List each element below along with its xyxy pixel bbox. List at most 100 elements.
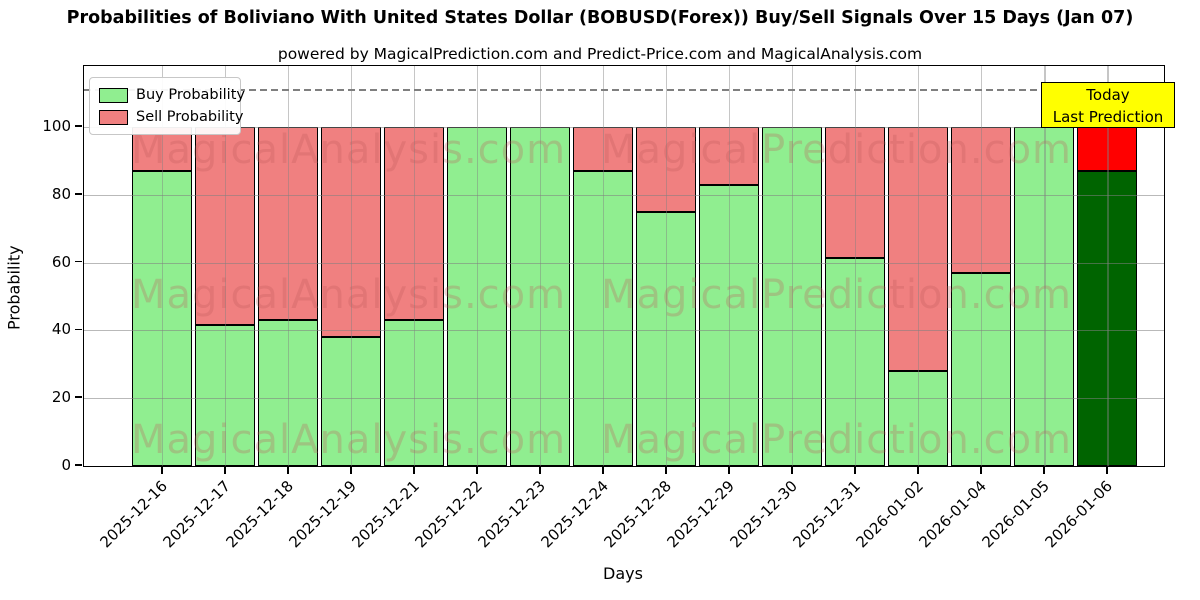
buy-bar-segment [321, 337, 382, 466]
sell-bar-segment [951, 127, 1012, 273]
x-tick-label: 2026-01-02 [852, 477, 928, 552]
watermark-text: MagicalPrediction.com [601, 127, 1072, 173]
x-tick-mark [413, 467, 415, 474]
gridline-vertical [477, 66, 479, 466]
y-tick-mark [75, 328, 82, 331]
sell-bar-segment [1077, 127, 1138, 172]
annotation-line-today: Today [1086, 86, 1130, 104]
x-tick-mark [980, 467, 982, 474]
buy-bar-segment [132, 171, 192, 466]
buy-bar-segment [573, 171, 634, 466]
buy-bar-segment [1077, 171, 1138, 466]
x-tick-mark [602, 467, 604, 474]
watermark-text: MagicalAnalysis.com [131, 417, 567, 463]
watermark-text: MagicalPrediction.com [601, 272, 1072, 318]
legend-label-buy: Buy Probability [136, 87, 245, 103]
y-tick-label: 20 [51, 388, 71, 407]
y-axis-title: Probability [4, 245, 24, 330]
sell-bar-segment [195, 127, 256, 326]
x-tick-mark [665, 467, 667, 474]
x-tick-mark [539, 467, 541, 474]
x-tick-mark [476, 467, 478, 474]
x-tick-mark [791, 467, 793, 474]
gridline-vertical [603, 66, 605, 466]
y-tick-mark [75, 396, 82, 398]
buy-bar-segment [888, 371, 949, 466]
gridline-horizontal [84, 262, 1164, 264]
x-tick-label: 2025-12-17 [159, 477, 234, 552]
gridline-horizontal [84, 194, 1164, 196]
x-tick-label: 2026-01-05 [978, 477, 1054, 552]
gridline-horizontal [84, 127, 1164, 129]
buy-bar-segment [951, 272, 1012, 466]
x-tick-label: 2025-12-29 [663, 477, 739, 552]
today-annotation: Today Last Prediction [1041, 82, 1175, 128]
gridline-vertical [162, 66, 164, 466]
y-tick-mark [75, 464, 82, 466]
gridline-vertical [918, 66, 920, 466]
x-tick-label: 2025-12-31 [789, 477, 865, 552]
legend-item-sell: Sell Probability [99, 106, 243, 128]
x-tick-mark [161, 467, 163, 474]
chart-title: Probabilities of Boliviano With United S… [66, 8, 1134, 28]
x-tick-mark [917, 467, 919, 474]
gridline-vertical [414, 66, 416, 466]
x-tick-label: 2026-01-04 [915, 477, 991, 552]
y-tick-label: 40 [51, 320, 71, 339]
y-tick-label: 100 [42, 117, 71, 135]
x-tick-label: 2025-12-28 [600, 477, 675, 552]
legend-label-sell: Sell Probability [136, 109, 244, 125]
legend: Buy Probability Sell Probability [89, 77, 245, 135]
buy-bar-segment [825, 257, 886, 466]
annotation-line-last-prediction: Last Prediction [1052, 108, 1164, 126]
x-tick-label: 2025-12-24 [537, 477, 612, 552]
gridline-vertical [540, 66, 542, 466]
buy-bar-segment [258, 320, 319, 466]
gridline-vertical [729, 66, 731, 466]
x-tick-mark [728, 467, 730, 474]
y-tick-mark [75, 125, 82, 127]
x-axis-title: Days [603, 564, 643, 583]
x-tick-label: 2025-12-23 [474, 477, 549, 552]
x-tick-mark [350, 467, 352, 474]
x-tick-label: 2025-12-18 [222, 477, 297, 552]
x-tick-mark [1106, 467, 1109, 474]
gridline-vertical [1044, 66, 1046, 466]
gridline-vertical [666, 66, 668, 466]
x-tick-mark [224, 467, 226, 474]
buy-bar-segment [636, 211, 697, 466]
legend-item-buy: Buy Probability [99, 84, 245, 106]
gridline-vertical [1107, 66, 1109, 466]
x-tick-label: 2025-12-16 [96, 477, 171, 552]
buy-bar-segment [762, 127, 823, 466]
buy-bar-segment [447, 127, 508, 466]
buy-bar-segment [384, 320, 445, 466]
buy-bar-segment [510, 127, 571, 466]
y-tick-label: 0 [61, 456, 71, 474]
buy-bar-segment [1014, 127, 1075, 466]
x-tick-label: 2025-12-21 [348, 477, 423, 552]
gridline-vertical [981, 66, 983, 466]
sell-bar-segment [384, 127, 445, 321]
gridline-vertical [855, 66, 857, 466]
buy-color-swatch-icon [99, 87, 128, 103]
chart-subtitle: powered by MagicalPrediction.com and Pre… [277, 45, 923, 63]
x-tick-mark [287, 467, 289, 474]
x-tick-label: 2025-12-19 [285, 477, 360, 552]
plot-area: MagicalAnalysis.com MagicalPrediction.com… [83, 65, 1175, 467]
gridline-vertical [225, 66, 227, 466]
y-tick-mark [75, 260, 82, 263]
buy-bar-segment [699, 184, 760, 466]
y-tick-mark [75, 193, 82, 195]
gridline-vertical [792, 66, 794, 466]
x-tick-label: 2026-01-06 [1041, 477, 1117, 552]
sell-bar-segment [573, 127, 634, 172]
sell-bar-segment [825, 127, 886, 258]
x-tick-mark [1043, 467, 1045, 474]
watermark-text: MagicalPrediction.com [601, 417, 1072, 463]
y-tick-label: 60 [51, 252, 71, 271]
gridline-vertical [288, 66, 290, 466]
gridline-horizontal [84, 330, 1164, 332]
gridline-horizontal [84, 398, 1164, 400]
